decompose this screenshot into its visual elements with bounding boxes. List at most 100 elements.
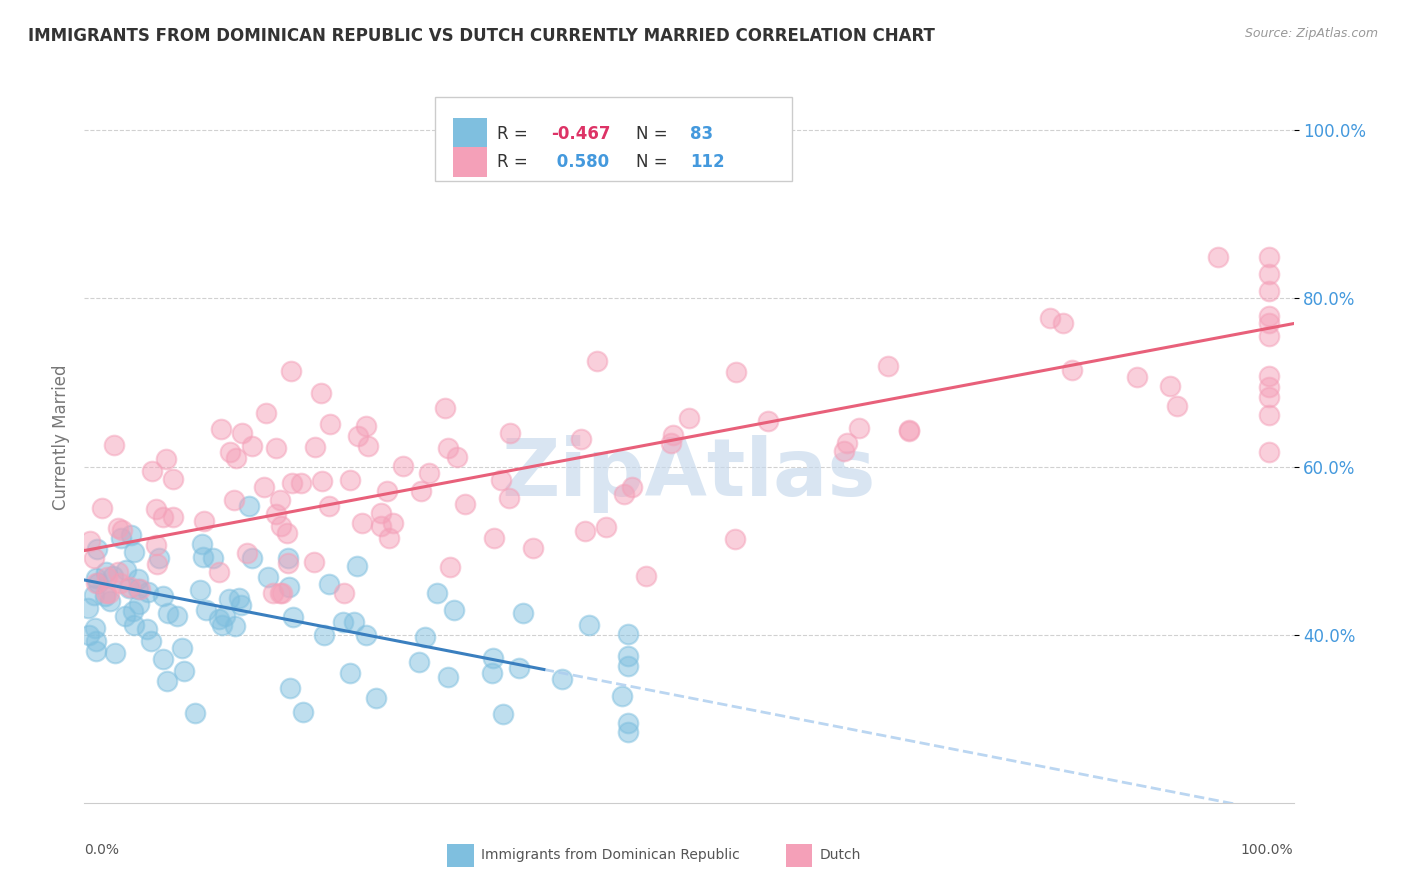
Point — [481, 665, 503, 680]
Point — [724, 532, 747, 546]
Point — [897, 423, 920, 437]
Point — [231, 425, 253, 440]
Point — [211, 618, 233, 632]
Point — [98, 585, 121, 599]
Point — [678, 411, 700, 425]
Point — [443, 602, 465, 616]
Point — [111, 523, 134, 537]
Point — [1258, 329, 1281, 343]
Point — [498, 425, 520, 440]
Point — [139, 634, 162, 648]
Point — [586, 354, 609, 368]
Point — [522, 541, 544, 555]
Point — [318, 500, 340, 514]
Point — [120, 528, 142, 542]
Text: Dutch: Dutch — [820, 848, 860, 863]
Point — [378, 532, 401, 546]
Point — [512, 606, 534, 620]
Point — [152, 510, 174, 524]
Point — [156, 607, 179, 621]
Point — [127, 582, 149, 597]
FancyBboxPatch shape — [453, 146, 486, 178]
Point — [1258, 285, 1281, 299]
Point — [617, 649, 640, 664]
Point — [208, 565, 231, 579]
Point — [271, 585, 294, 599]
Point — [848, 421, 870, 435]
Text: IMMIGRANTS FROM DOMINICAN REPUBLIC VS DUTCH CURRENTLY MARRIED CORRELATION CHART: IMMIGRANTS FROM DOMINICAN REPUBLIC VS DU… — [28, 27, 935, 45]
Point — [484, 531, 506, 545]
FancyBboxPatch shape — [453, 119, 486, 149]
Point — [897, 424, 920, 438]
Point — [135, 622, 157, 636]
Point — [1062, 362, 1084, 376]
Point — [409, 483, 432, 498]
Point — [434, 401, 457, 415]
Point — [208, 612, 231, 626]
Point — [617, 658, 640, 673]
Point — [489, 474, 512, 488]
Point — [319, 417, 342, 432]
Text: Immigrants from Dominican Republic: Immigrants from Dominican Republic — [481, 848, 740, 863]
Point — [617, 724, 640, 739]
Point — [214, 609, 236, 624]
Point — [170, 641, 193, 656]
Point — [291, 705, 314, 719]
Point — [569, 433, 592, 447]
Point — [269, 585, 291, 599]
Text: 83: 83 — [690, 125, 713, 143]
Point — [1166, 399, 1188, 413]
Point — [77, 601, 100, 615]
Point — [281, 475, 304, 490]
Point — [1258, 250, 1281, 264]
Point — [1258, 380, 1281, 394]
Point — [257, 570, 280, 584]
Point — [290, 475, 312, 490]
Point — [339, 473, 361, 487]
Point — [370, 518, 392, 533]
Point — [121, 604, 143, 618]
Point — [83, 588, 105, 602]
Point — [120, 580, 142, 594]
FancyBboxPatch shape — [786, 844, 813, 867]
Point — [617, 626, 640, 640]
Point — [254, 406, 277, 420]
Text: 100.0%: 100.0% — [1241, 843, 1294, 857]
Point — [96, 565, 118, 579]
Point — [103, 438, 125, 452]
Point — [110, 531, 132, 545]
Point — [277, 551, 299, 566]
Point — [84, 633, 107, 648]
Point — [253, 480, 276, 494]
Point — [236, 546, 259, 560]
Point — [1258, 316, 1281, 330]
Point — [610, 689, 633, 703]
Point — [145, 502, 167, 516]
Point — [228, 591, 250, 606]
Text: N =: N = — [636, 153, 672, 171]
Point — [408, 655, 430, 669]
Point — [138, 585, 160, 599]
Point — [83, 551, 105, 566]
Point — [98, 594, 121, 608]
Point — [278, 681, 301, 695]
Text: 0.580: 0.580 — [551, 153, 609, 171]
Point — [454, 497, 477, 511]
Point — [84, 643, 107, 657]
Point — [551, 672, 574, 686]
Point — [350, 516, 373, 530]
Point — [508, 660, 530, 674]
Point — [262, 585, 284, 599]
Point — [162, 510, 184, 524]
Point — [318, 577, 340, 591]
Point — [446, 450, 468, 464]
Point — [613, 487, 636, 501]
Point — [84, 575, 107, 590]
Point — [129, 582, 152, 596]
Point — [276, 525, 298, 540]
Point — [366, 690, 388, 705]
Point — [108, 575, 131, 590]
Point — [659, 436, 682, 450]
Point — [141, 464, 163, 478]
Point — [128, 597, 150, 611]
